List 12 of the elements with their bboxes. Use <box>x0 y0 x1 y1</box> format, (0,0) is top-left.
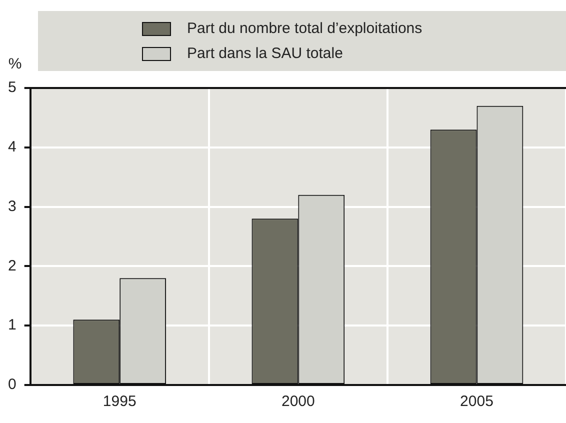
y-tick-label: 0 <box>8 376 16 394</box>
y-axis-title: % <box>8 56 22 73</box>
y-tick-label: 4 <box>8 138 16 156</box>
legend-label: Part dans la SAU totale <box>187 45 343 62</box>
x-tick-label: 2005 <box>460 393 494 410</box>
x-tick-label: 2000 <box>281 393 315 410</box>
x-tick-label: 1995 <box>102 393 136 410</box>
y-tick-label: 2 <box>8 257 16 274</box>
legend-label: Part du nombre total d’exploitations <box>187 20 422 37</box>
y-tick-label: 5 <box>8 79 16 96</box>
y-tick-label: 3 <box>8 198 16 215</box>
y-tick-label: 1 <box>8 316 16 334</box>
